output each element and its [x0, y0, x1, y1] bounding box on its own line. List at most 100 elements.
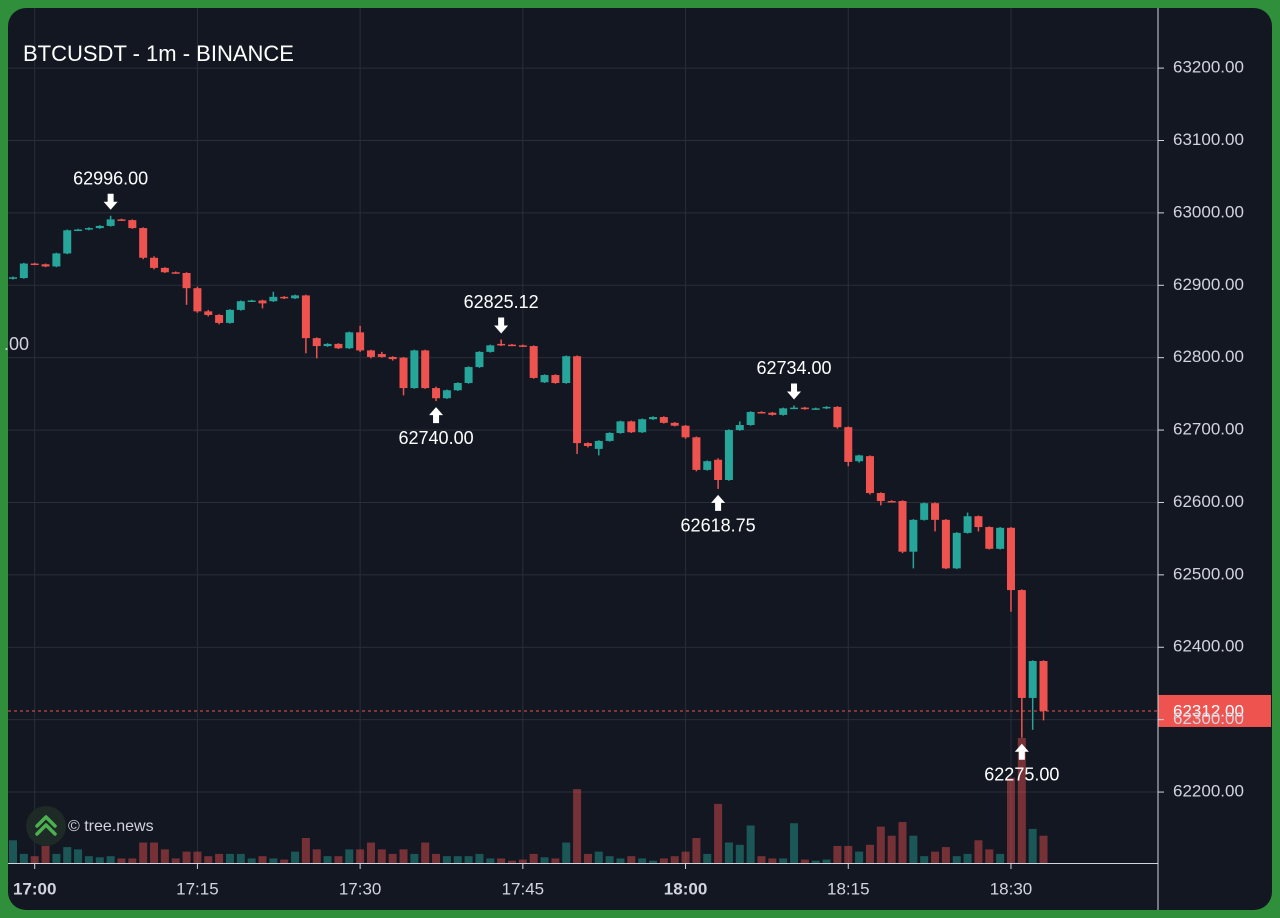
- volume-bar: [486, 858, 495, 863]
- annotation-arrow: [787, 383, 802, 400]
- volume-bar: [681, 851, 690, 863]
- candle-body: [562, 356, 571, 384]
- annotation-label: 62825.12: [464, 292, 539, 312]
- candle-body: [1017, 590, 1026, 698]
- candle-body: [941, 519, 950, 569]
- volume-bar: [236, 853, 245, 863]
- volume-bar: [974, 840, 983, 863]
- volume-bar: [388, 853, 397, 863]
- y-tick-label: 62700.00: [1173, 420, 1244, 439]
- candle-body: [193, 288, 202, 312]
- volume-bar: [280, 859, 289, 863]
- candle-body: [822, 406, 831, 409]
- volume-bar: [616, 858, 625, 863]
- volume-bar: [909, 835, 918, 863]
- volume-bar: [735, 844, 744, 863]
- candle-body: [150, 257, 159, 268]
- candle-body: [63, 230, 72, 254]
- volume-bar: [432, 853, 441, 863]
- volume-bar: [464, 856, 473, 863]
- volume-bar: [800, 859, 809, 863]
- volume-bar: [594, 851, 603, 863]
- volume-bar: [876, 826, 885, 863]
- volume-bar: [844, 845, 853, 863]
- x-tick-label: 17:45: [502, 879, 545, 898]
- candle-body: [215, 314, 224, 323]
- panel: [8, 8, 1272, 910]
- candle-body: [638, 419, 647, 433]
- volume-bar: [1028, 828, 1037, 863]
- y-tick-label: 62600.00: [1173, 492, 1244, 511]
- candle-body: [464, 367, 473, 384]
- candle-body: [366, 350, 375, 357]
- x-tick-label: 18:00: [664, 879, 707, 898]
- candle-body: [334, 343, 343, 349]
- candle-body: [865, 456, 874, 494]
- volume-bar: [757, 856, 766, 863]
- candle-body: [811, 408, 820, 410]
- volume-bar: [366, 842, 375, 863]
- candle-body: [41, 264, 50, 267]
- candle-body: [497, 343, 506, 346]
- volume-bar: [475, 853, 484, 863]
- volume-bar: [507, 860, 516, 863]
- candle-body: [1028, 661, 1037, 698]
- volume-bar: [301, 838, 310, 863]
- volume-bar: [692, 838, 701, 863]
- volume-bar: [204, 856, 213, 863]
- volume-bar: [963, 853, 972, 863]
- volume-bar: [638, 858, 647, 863]
- candle-body: [855, 455, 864, 462]
- candle-body: [410, 350, 419, 389]
- candle-body: [269, 296, 278, 302]
- candle-body: [724, 430, 733, 481]
- volume-bar: [931, 851, 940, 863]
- axes: 62200.00 62300.00 62400.00 62500.00 62600.00…: [13, 58, 1244, 899]
- volume-bar: [139, 842, 148, 863]
- candle-body: [616, 421, 625, 433]
- candle-body: [920, 503, 929, 520]
- candle-body: [247, 300, 256, 302]
- volume-bar: [356, 849, 365, 863]
- volume-bar: [833, 845, 842, 863]
- candle-body: [909, 519, 918, 552]
- volume-bar: [63, 847, 72, 863]
- candle-body: [551, 375, 560, 384]
- candle-body: [833, 406, 842, 428]
- candle-body: [507, 344, 516, 347]
- annotation-arrow: [103, 193, 118, 210]
- candle-body: [204, 311, 213, 315]
- candle-body: [84, 228, 93, 230]
- volume-bar: [583, 853, 592, 863]
- volume-bar: [724, 842, 733, 863]
- volume-bar: [117, 858, 126, 863]
- y-tick-label: 63000.00: [1173, 202, 1244, 221]
- y-tick-label: 62400.00: [1173, 637, 1244, 656]
- candle-body: [160, 267, 169, 273]
- candle-body: [703, 461, 712, 470]
- volume-bar: [312, 849, 321, 863]
- candle-body: [963, 516, 972, 533]
- volume-bar: [215, 853, 224, 863]
- candle-body: [746, 411, 755, 426]
- watermark: © tree.news: [68, 818, 154, 835]
- annotation-arrow: [1014, 743, 1029, 760]
- volume-bar: [529, 853, 538, 863]
- candle-body: [291, 295, 300, 299]
- y-tick-label: 62500.00: [1173, 564, 1244, 583]
- candle-body: [779, 408, 788, 415]
- watermark-logo: [26, 806, 66, 846]
- candle-body: [757, 411, 766, 414]
- volume-bar: [182, 851, 191, 863]
- volume-bar: [377, 849, 386, 863]
- volume-bar: [811, 860, 820, 863]
- candle-body: [128, 220, 137, 229]
- candle-body: [887, 501, 896, 503]
- candle-body: [605, 432, 614, 441]
- volume-bar: [399, 849, 408, 863]
- volume-bar: [898, 822, 907, 863]
- candle-body: [735, 425, 744, 431]
- volume-bar: [160, 849, 169, 863]
- volume-bar: [269, 858, 278, 863]
